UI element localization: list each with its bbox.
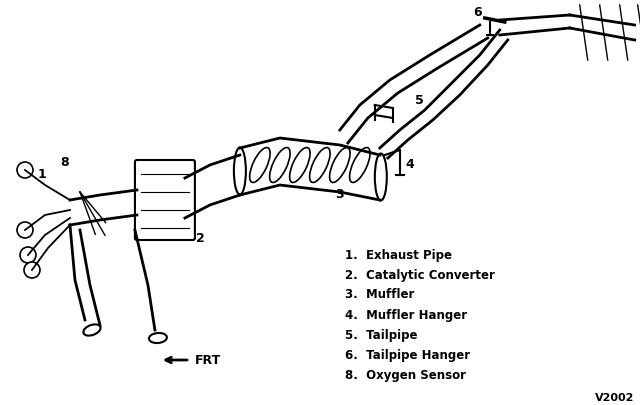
Text: 2: 2 [196, 232, 204, 245]
FancyBboxPatch shape [135, 160, 195, 240]
Circle shape [24, 262, 40, 278]
Text: 4: 4 [405, 158, 414, 171]
Text: 1: 1 [38, 168, 46, 181]
Ellipse shape [375, 153, 387, 200]
Text: 3: 3 [335, 188, 344, 202]
Text: 8.  Oxygen Sensor: 8. Oxygen Sensor [345, 369, 466, 382]
Ellipse shape [149, 333, 167, 343]
Ellipse shape [83, 324, 100, 336]
Text: FRT: FRT [195, 354, 221, 367]
Text: V2002: V2002 [595, 393, 634, 403]
Text: 2.  Catalytic Converter: 2. Catalytic Converter [345, 269, 495, 281]
Text: 3.  Muffler: 3. Muffler [345, 288, 414, 301]
Text: 1.  Exhaust Pipe: 1. Exhaust Pipe [345, 249, 452, 262]
Circle shape [20, 247, 36, 263]
Text: 5: 5 [415, 94, 424, 107]
Text: 8: 8 [61, 156, 69, 168]
Circle shape [17, 222, 33, 238]
Text: 5.  Tailpipe: 5. Tailpipe [345, 328, 417, 341]
Text: 4.  Muffler Hanger: 4. Muffler Hanger [345, 309, 467, 322]
Text: 6: 6 [474, 6, 482, 19]
Circle shape [17, 162, 33, 178]
Text: 6.  Tailpipe Hanger: 6. Tailpipe Hanger [345, 348, 470, 362]
Ellipse shape [234, 147, 246, 194]
